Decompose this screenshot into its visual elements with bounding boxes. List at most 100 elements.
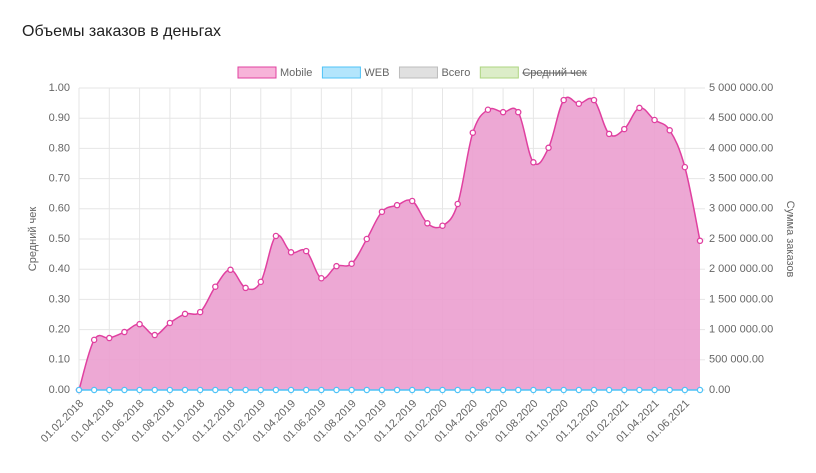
point <box>242 386 249 394</box>
point <box>227 266 234 274</box>
point <box>696 386 704 394</box>
point <box>651 386 658 394</box>
point <box>636 386 643 394</box>
y-tick-label: 0.50 <box>49 233 70 245</box>
point <box>681 163 689 171</box>
area <box>79 97 700 391</box>
point <box>696 237 704 245</box>
y2-axis-title: Сумма заказов <box>784 201 796 278</box>
y-tick-label: 0.80 <box>49 142 70 154</box>
point <box>227 386 234 394</box>
point <box>121 386 128 394</box>
point <box>560 386 567 394</box>
point <box>136 320 143 328</box>
point <box>590 96 598 104</box>
point <box>393 386 401 394</box>
point <box>257 278 265 286</box>
point <box>621 125 628 133</box>
point <box>545 386 552 394</box>
point <box>166 319 174 327</box>
point <box>151 386 158 394</box>
point <box>636 104 643 112</box>
y-tick-label: 0.10 <box>49 354 70 366</box>
point <box>605 386 613 394</box>
legend-swatch <box>321 66 361 79</box>
point <box>363 235 371 243</box>
y-tick-label: 0.70 <box>49 173 70 185</box>
y2-tick-label: 500 000.00 <box>709 354 764 366</box>
point <box>302 247 310 255</box>
point <box>121 328 128 336</box>
point <box>454 200 461 208</box>
y2-tick-label: 3 500 000.00 <box>709 173 773 185</box>
legend-swatch <box>479 66 519 79</box>
point <box>575 100 583 107</box>
point <box>560 96 567 104</box>
point <box>424 220 431 227</box>
point <box>666 127 673 134</box>
point <box>196 308 204 316</box>
point <box>333 386 340 394</box>
legend-label[interactable]: WEB <box>364 67 389 79</box>
legend-swatch <box>398 66 438 79</box>
point <box>348 260 355 268</box>
y2-tick-label: 0.00 <box>709 384 730 396</box>
point <box>575 386 583 394</box>
legend-label[interactable]: Mobile <box>280 67 312 79</box>
point <box>181 310 189 318</box>
point <box>439 222 446 229</box>
point <box>439 386 446 394</box>
point <box>151 331 158 339</box>
y-tick-label: 0.00 <box>49 384 70 396</box>
y2-tick-label: 3 000 000.00 <box>709 203 773 215</box>
point <box>605 130 613 138</box>
legend-swatch <box>237 66 277 79</box>
point <box>75 386 83 394</box>
point <box>484 106 492 113</box>
point <box>393 201 401 209</box>
point <box>136 386 143 394</box>
point <box>333 262 340 270</box>
y2-tick-label: 5 000 000.00 <box>709 82 773 94</box>
point <box>257 386 265 394</box>
point <box>651 116 658 124</box>
point <box>454 386 461 394</box>
y2-tick-label: 4 000 000.00 <box>709 142 773 154</box>
point <box>484 386 492 394</box>
point <box>90 336 98 344</box>
point <box>499 108 507 116</box>
point <box>318 275 325 282</box>
point <box>166 386 174 394</box>
point <box>590 386 598 394</box>
legend-label[interactable]: Всего <box>441 67 470 79</box>
point <box>272 232 280 240</box>
point <box>621 386 628 394</box>
point <box>181 386 189 394</box>
point <box>499 386 507 394</box>
point <box>196 386 204 394</box>
point <box>408 197 416 205</box>
point <box>363 386 371 394</box>
point <box>106 386 113 394</box>
point <box>212 386 219 394</box>
point <box>90 386 98 394</box>
point <box>424 386 431 394</box>
y2-tick-label: 2 500 000.00 <box>709 233 773 245</box>
point <box>408 386 416 394</box>
point <box>106 334 113 342</box>
point <box>287 249 295 256</box>
point <box>242 284 249 292</box>
point <box>666 386 673 394</box>
point <box>681 386 689 394</box>
y2-tick-label: 1 500 000.00 <box>709 293 773 305</box>
y-tick-label: 0.20 <box>49 324 70 336</box>
point <box>514 108 522 116</box>
point <box>302 386 310 394</box>
point <box>287 386 295 394</box>
point <box>514 386 522 394</box>
y-tick-label: 0.30 <box>49 293 70 305</box>
point <box>530 159 537 166</box>
point <box>318 386 325 394</box>
y-axis-title: Средний чек <box>27 207 39 272</box>
